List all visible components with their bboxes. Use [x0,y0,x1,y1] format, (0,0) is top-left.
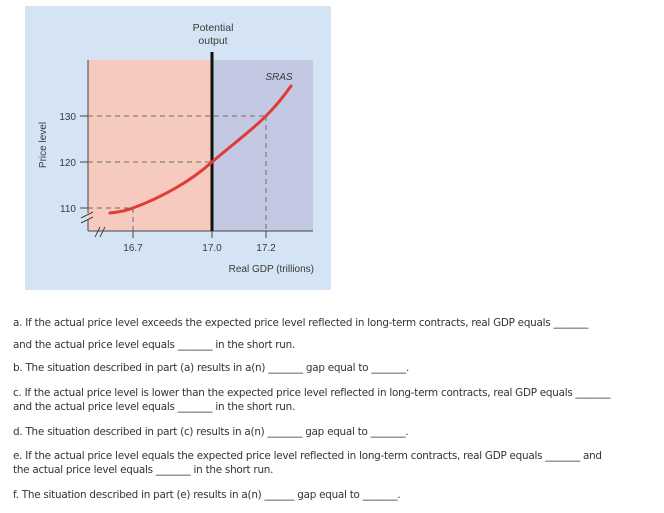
y-tick-label-110: 110 [60,204,76,215]
sras-chart: Potential output SRAS 130 120 110 16.7 1… [38,22,314,275]
y-tick-label-120: 120 [59,158,76,169]
y-axis-label: Price level [38,122,49,168]
question-a-line2: and the actual price level equals ______… [13,339,296,351]
question-c-line1: c. If the actual price level is lower th… [13,387,611,399]
question-e-line2: the actual price level equals _______ in… [13,464,274,476]
region-left-of-potential [88,60,212,231]
x-tick-label-17-2: 17.2 [256,243,276,254]
axis-break-icon [80,211,106,238]
question-b: b. The situation described in part (a) r… [13,362,410,374]
x-axis-label: Real GDP (trillions) [229,264,314,275]
potential-output-label-2: output [198,35,227,47]
potential-output-label-1: Potential [193,22,234,34]
question-d: d. The situation described in part (c) r… [13,426,409,438]
question-c-line2: and the actual price level equals ______… [13,401,296,413]
question-a-line1: a. If the actual price level exceeds the… [13,317,589,329]
x-ticks [132,231,267,238]
sras-curve [108,84,293,215]
region-right-of-potential [212,60,313,231]
question-e-line1: e. If the actual price level equals the … [13,450,602,462]
y-ticks [80,115,88,209]
dashed-guides [88,115,267,231]
x-tick-label-17-0: 17.0 [202,243,222,254]
sras-label: SRAS [265,72,293,83]
x-tick-label-16-7: 16.7 [123,243,143,254]
y-tick-label-130: 130 [59,112,76,123]
question-f: f. The situation described in part (e) r… [13,489,401,501]
